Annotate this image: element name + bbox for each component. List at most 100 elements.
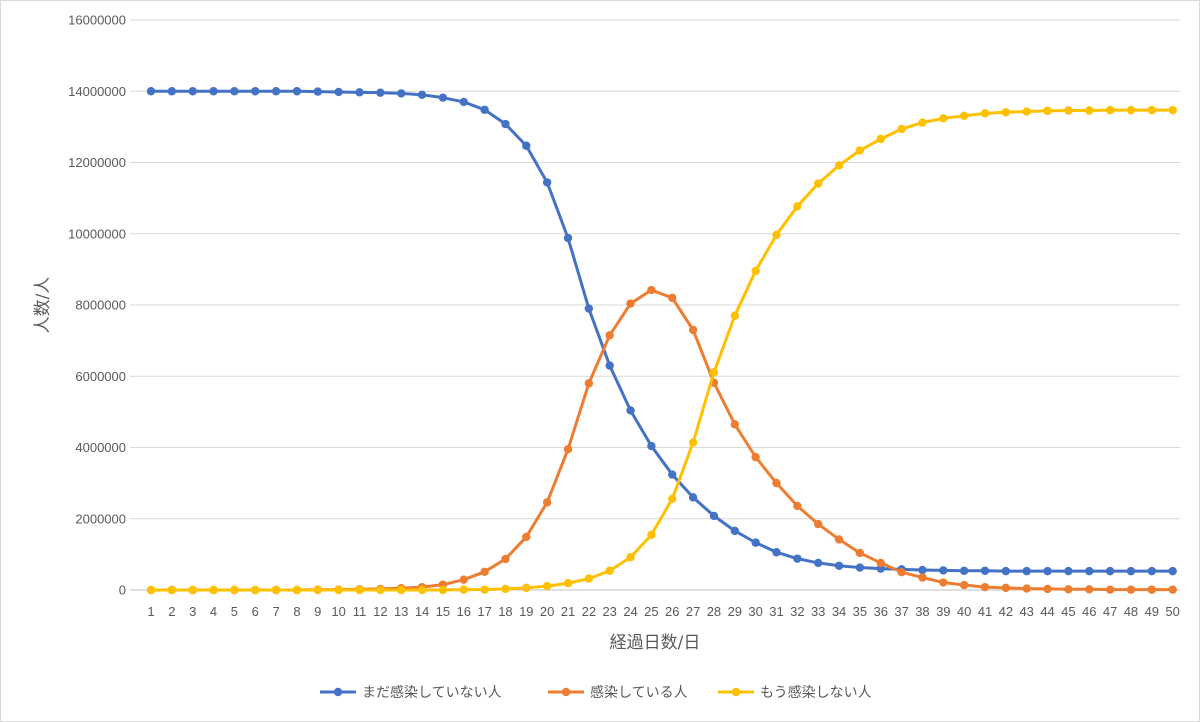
data-point: [1085, 585, 1094, 594]
data-point: [1147, 566, 1157, 576]
data-point: [647, 441, 656, 451]
data-point: [668, 470, 677, 479]
data-point: [605, 566, 614, 575]
data-point: [1126, 585, 1136, 594]
data-point: [542, 581, 552, 591]
x-tick-label: 35: [853, 604, 867, 619]
x-tick-label: 22: [582, 604, 596, 619]
y-tick-label: 14000000: [68, 84, 126, 99]
series-line: [151, 89, 1173, 573]
data-point: [1001, 583, 1011, 593]
data-point: [480, 105, 489, 114]
x-tick-label: 10: [331, 604, 345, 619]
data-point: [1085, 566, 1094, 576]
data-point: [1064, 585, 1073, 594]
data-point: [1126, 566, 1136, 576]
y-tick-label: 10000000: [68, 226, 126, 241]
legend-marker: [731, 687, 741, 697]
data-point: [834, 161, 844, 170]
data-point: [522, 532, 531, 542]
data-point: [334, 585, 343, 595]
x-tick-label: 6: [252, 604, 259, 619]
data-point: [1168, 566, 1177, 576]
data-point: [793, 202, 802, 211]
data-point: [334, 87, 343, 97]
data-point: [209, 585, 218, 595]
x-tick-label: 11: [353, 604, 367, 619]
y-tick-label: 16000000: [68, 13, 126, 28]
data-point: [814, 179, 823, 188]
legend-marker: [561, 687, 571, 697]
x-tick-label: 1: [147, 604, 154, 619]
data-point: [1085, 106, 1094, 115]
y-axis-title: 人数/人: [33, 277, 53, 334]
data-point: [959, 111, 969, 121]
data-point: [501, 119, 510, 129]
data-point: [292, 585, 302, 595]
data-point: [355, 88, 364, 97]
data-point: [438, 93, 448, 102]
data-point: [584, 379, 594, 388]
x-tick-label: 17: [477, 604, 491, 619]
data-point: [876, 558, 885, 568]
data-point: [730, 526, 739, 536]
x-tick-label: 16: [457, 604, 471, 619]
data-point: [1126, 105, 1136, 115]
data-point: [584, 304, 594, 313]
x-tick-label: 4: [210, 604, 217, 619]
data-point: [563, 445, 573, 454]
data-point: [230, 87, 239, 96]
data-point: [522, 141, 531, 150]
y-tick-label: 12000000: [68, 155, 126, 170]
data-point: [751, 452, 760, 462]
data-point: [772, 230, 781, 240]
data-point: [793, 554, 802, 563]
data-point: [397, 89, 406, 98]
data-point: [647, 530, 656, 539]
data-point: [522, 583, 531, 593]
data-point: [709, 511, 719, 521]
data-point: [1001, 108, 1011, 117]
x-tick-label: 19: [519, 604, 533, 619]
x-tick-label: 9: [314, 604, 321, 619]
data-point: [480, 567, 489, 577]
y-tick-label: 0: [119, 583, 126, 598]
data-point: [626, 406, 635, 415]
data-point: [230, 585, 239, 595]
data-point: [1043, 584, 1052, 594]
data-point: [1168, 105, 1177, 115]
x-tick-label: 3: [189, 604, 196, 619]
data-point: [188, 585, 197, 595]
x-tick-label: 26: [665, 604, 679, 619]
data-point: [709, 368, 719, 377]
data-point: [501, 584, 510, 594]
data-point: [313, 585, 322, 595]
x-tick-label: 24: [623, 604, 637, 619]
data-point: [1064, 106, 1073, 115]
data-point: [542, 498, 552, 507]
data-point: [167, 585, 177, 595]
data-point: [897, 567, 906, 577]
x-tick-label: 5: [231, 604, 238, 619]
data-point: [751, 266, 760, 275]
data-point: [480, 585, 489, 594]
x-tick-label: 7: [272, 604, 279, 619]
data-point: [563, 579, 573, 588]
data-point: [1022, 584, 1031, 593]
data-point: [918, 573, 927, 582]
data-point: [376, 88, 385, 97]
data-point: [209, 87, 218, 96]
x-tick-label: 37: [894, 604, 908, 619]
data-point: [397, 585, 406, 595]
x-tick-label: 27: [686, 604, 700, 619]
data-point: [271, 87, 281, 96]
x-tick-label: 20: [540, 604, 554, 619]
x-tick-label: 21: [561, 604, 575, 619]
x-axis-title: 経過日数/日: [610, 633, 701, 653]
data-point: [959, 580, 969, 590]
data-point: [376, 585, 385, 595]
x-tick-label: 46: [1082, 604, 1096, 619]
data-point: [939, 114, 948, 123]
data-point: [980, 582, 990, 592]
